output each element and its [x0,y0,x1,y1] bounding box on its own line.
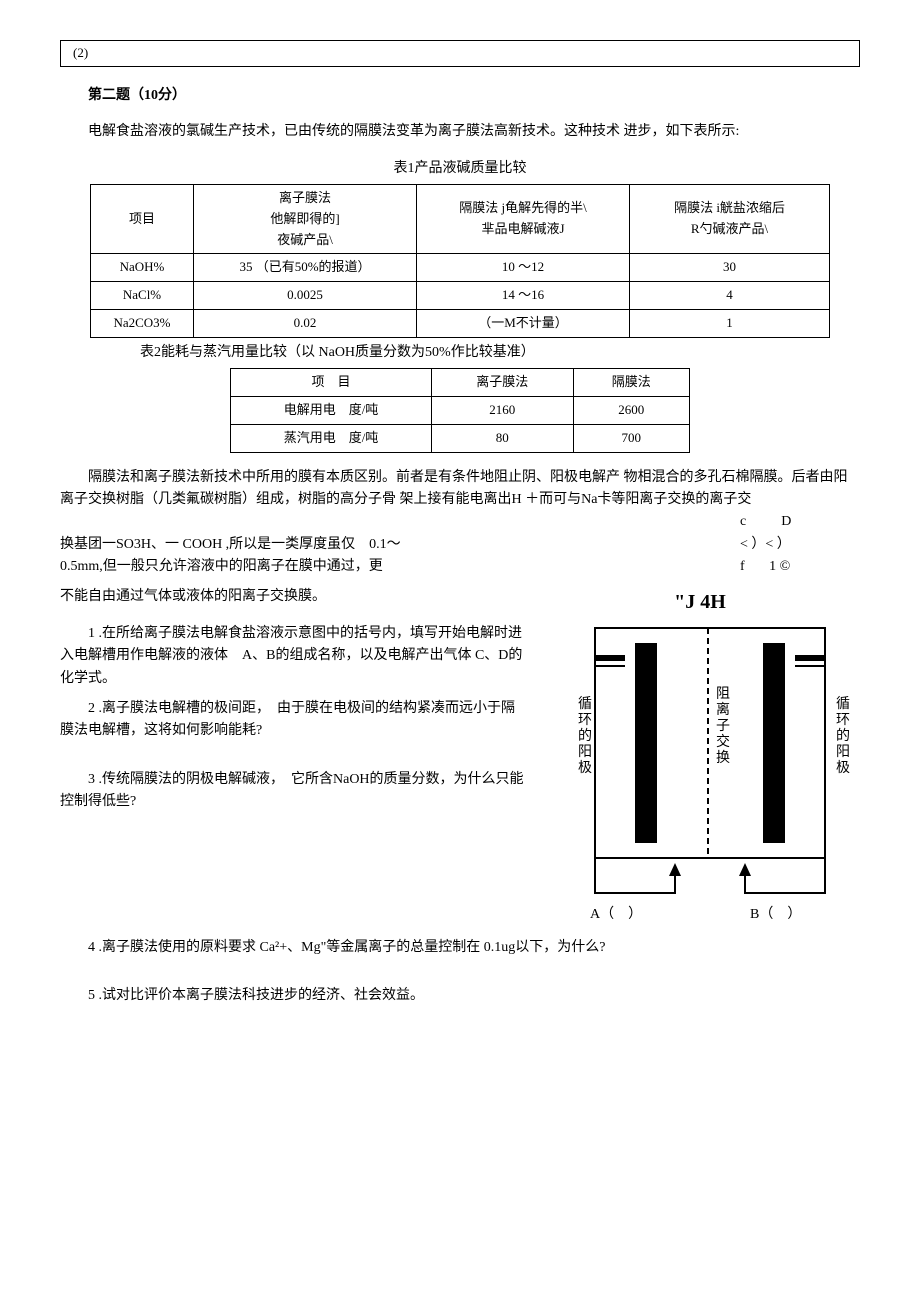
table-row: 电解用电 度/吨21602600 [231,396,690,424]
table2-h2: 隔膜法 [573,369,689,397]
annot-brackets: < ）< ） [740,534,860,556]
annot-cd: c D [740,511,860,533]
heading-text: 第二题（10分） [88,88,186,103]
question-1: 1 .在所给离子膜法电解食盐溶液示意图中的括号内，填写开始电解时进入电解槽用作电… [60,623,528,690]
table-row: 蒸汽用电 度/吨80700 [231,424,690,452]
cell: 2160 [432,396,574,424]
fig-label-a: A（ ） [590,906,642,922]
table2: 项 目 离子膜法 隔膜法 电解用电 度/吨21602600 蒸汽用电 度/吨80… [230,368,690,452]
table-row: NaCl%0.002514 ～164 [91,282,830,310]
table2-h1: 离子膜法 [432,369,574,397]
table1-h3: 隔膜法 i觥盐浓缩后 R勺碱液产品\ [630,184,830,253]
cell: 2600 [573,396,689,424]
cell: （一M不计量） [417,309,630,337]
cell: Na2CO3% [91,309,194,337]
question-heading: 第二题（10分） [60,85,860,107]
table2-caption: 表2能耗与蒸汽用量比较（以 NaOH质量分数为50%作比较基准） [140,342,860,364]
cell: 蒸汽用电 度/吨 [231,424,432,452]
table1-caption: 表1产品液碱质量比较 [60,158,860,180]
cell: 电解用电 度/吨 [231,396,432,424]
table1-h0: 项目 [91,184,194,253]
question-2: 2 .离子膜法电解槽的极间距， 由于膜在电极间的结构紧凑而远小于隔膜法电解槽，这… [60,698,528,743]
cell: 1 [630,309,830,337]
cell: 4 [630,282,830,310]
question-5: 5 .试对比评价本离子膜法科技进步的经济、社会效益。 [60,985,860,1007]
cell: 30 [630,254,830,282]
question-3: 3 .传统隔膜法的阴极电解碱液， 它所含NaOH的质量分数，为什么只能控制得低些… [60,769,528,814]
annot-line-2: 0.5mm,但一般只允许溶液中的阳离子在膜中通过，更 f 1 © [60,556,860,578]
annot-l2-left: 0.5mm,但一般只允许溶液中的阳离子在膜中通过，更 [60,556,740,578]
annot-l1-left: 换基团一SO3H、一 COOH ,所以是一类厚度虽仅 0.1～ [60,534,740,556]
fig-label-left: 循环的阳极 [578,696,592,776]
explain-paragraph-b: 不能自由通过气体或液体的阳离子交换膜。 [60,586,528,608]
fig-label-right: 循环的阳极 [836,696,850,776]
table1-h2: 隔膜法 j龟解先得的半\ 芈品电解碱液J [417,184,630,253]
intro-paragraph: 电解食盐溶液的氯碱生产技术，已由传统的隔膜法变革为离子膜法高新技术。这种技术 进… [60,121,860,143]
table-row: Na2CO3%0.02（一M不计量）1 [91,309,830,337]
cell: 35 （已有50%的报道） [194,254,417,282]
cell: 80 [432,424,574,452]
cell: 0.0025 [194,282,417,310]
cell: NaOH% [91,254,194,282]
question-4: 4 .离子膜法使用的原料要求 Ca²+、Mg"等金属离子的总量控制在 0.1ug… [60,937,860,959]
cell: 10 ～12 [417,254,630,282]
cell: NaCl% [91,282,194,310]
annot-line-1: 换基团一SO3H、一 COOH ,所以是一类厚度虽仅 0.1～ < ）< ） [60,534,860,556]
fig-label-mid: 阻离子交换 [716,686,730,766]
fig-label-b: B（ ） [750,906,801,922]
annot-line-cd: c D [60,511,860,533]
cell: 14 ～16 [417,282,630,310]
lead-box: (2) [60,40,860,67]
lead-text: (2) [73,45,88,60]
table-row: 项目 离子膜法 他解即得的] 夜碱产品\ 隔膜法 j龟解先得的半\ 芈品电解碱液… [91,184,830,253]
electrolysis-diagram: 循环的阳极 阻离子交换 循环的阳极 A（ ） B（ ） [540,618,860,928]
explain-paragraph-a: 隔膜法和离子膜法新技术中所用的膜有本质区别。前者是有条件地阻止阴、阳极电解产 物… [60,467,860,512]
cell: 0.02 [194,309,417,337]
table1-h1: 离子膜法 他解即得的] 夜碱产品\ [194,184,417,253]
table2-h0: 项 目 [231,369,432,397]
figure-title: "J 4H [540,586,860,618]
table1: 项目 离子膜法 他解即得的] 夜碱产品\ 隔膜法 j龟解先得的半\ 芈品电解碱液… [90,184,830,338]
table-row: NaOH%35 （已有50%的报道）10 ～1230 [91,254,830,282]
cell: 700 [573,424,689,452]
annot-end: f 1 © [740,556,860,578]
table-row: 项 目 离子膜法 隔膜法 [231,369,690,397]
